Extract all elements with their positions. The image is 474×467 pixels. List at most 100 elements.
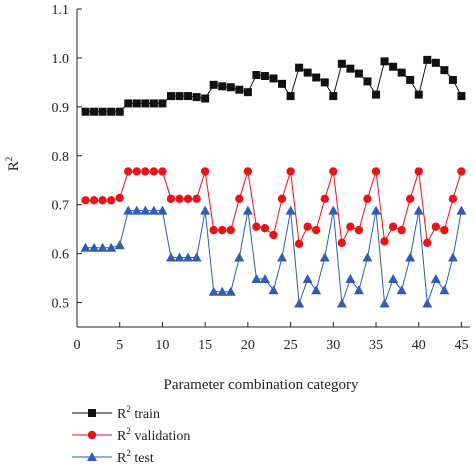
data-point [397,68,406,77]
data-point [166,194,176,204]
data-point [234,252,245,262]
data-point [252,71,261,80]
data-point [89,196,99,205]
data-point [106,242,117,252]
data-point [353,285,364,295]
data-point [158,167,167,176]
data-point [285,205,296,215]
data-point [440,66,449,75]
data-point [439,285,450,295]
data-point [200,205,211,215]
data-point [123,205,134,215]
data-point [192,93,201,102]
data-point [243,167,253,176]
data-point [371,167,381,176]
data-point [106,196,116,205]
data-point [277,194,287,204]
data-point [294,239,304,249]
legend: R2 train R2 validation R2 test [72,404,190,466]
legend-marker [88,409,96,417]
x-tick-label: 20 [241,338,255,353]
data-point [260,72,269,81]
axes: 0 5 10 15 20 25 30 35 40 45 0.5 0.6 0.7 0.8 0.9 1.0 1.1 [52,3,470,353]
series-layer [80,55,467,308]
data-point [124,99,133,108]
data-point [389,62,398,71]
data-point [286,167,295,176]
data-point [396,285,407,295]
data-point [303,68,312,77]
data-point [457,167,466,176]
data-point [175,194,184,204]
data-point [423,238,432,248]
data-point [303,222,312,231]
data-point [414,167,423,176]
data-point [260,223,270,233]
x-tick-label: 30 [326,338,340,353]
legend-label: R2 validation [117,426,190,444]
data-point [269,230,278,240]
data-point [337,59,346,68]
data-point [158,99,167,108]
data-point [406,75,415,84]
data-point [226,225,235,235]
data-point [132,99,141,108]
data-point [379,298,390,308]
data-point [269,74,278,83]
data-point [336,298,347,308]
data-point [166,92,175,101]
data-point [149,167,159,176]
data-point [354,225,364,235]
data-point [124,167,133,176]
data-point [295,63,304,72]
series-triangle [80,205,467,308]
data-point [183,194,193,204]
data-point [312,73,321,82]
data-point [175,92,184,101]
data-point [114,240,125,250]
x-tick-label: 35 [369,338,383,353]
data-point [388,222,398,231]
data-point [346,222,355,231]
legend-label: R2 train [117,404,160,422]
data-point [268,285,279,295]
data-point [184,92,193,101]
x-tick-label: 15 [198,338,212,353]
data-point [371,205,382,215]
data-point [457,92,466,101]
data-point [209,225,218,235]
x-tick-label: 0 [74,338,81,353]
y-tick-label: 0.8 [52,150,70,165]
data-point [372,90,381,99]
x-tick-label: 40 [412,338,426,353]
data-point [218,225,227,235]
legend-entry: R2 test [72,448,154,466]
data-point [141,99,150,108]
y-axis-label: R2 [4,157,22,172]
data-point [430,274,441,284]
data-point [217,286,228,296]
y-tick-label: 1.0 [52,52,70,67]
data-point [431,222,441,231]
data-point [235,85,244,94]
data-point [140,205,151,215]
x-tick-label: 25 [284,338,298,353]
data-point [201,94,210,103]
data-point [388,274,399,284]
data-point [328,205,339,215]
data-point [354,69,363,78]
data-point [294,298,305,308]
data-point [174,252,185,262]
x-tick-label: 45 [454,338,468,353]
y-tick-label: 1.1 [52,3,70,18]
data-point [302,274,313,284]
legend-label: R2 test [117,448,154,466]
x-tick-label: 5 [116,338,123,353]
data-point [405,194,415,204]
y-tick-label: 0.9 [52,101,70,116]
data-point [362,252,373,262]
data-point [89,242,100,252]
data-point [259,274,270,284]
data-point [346,64,355,73]
